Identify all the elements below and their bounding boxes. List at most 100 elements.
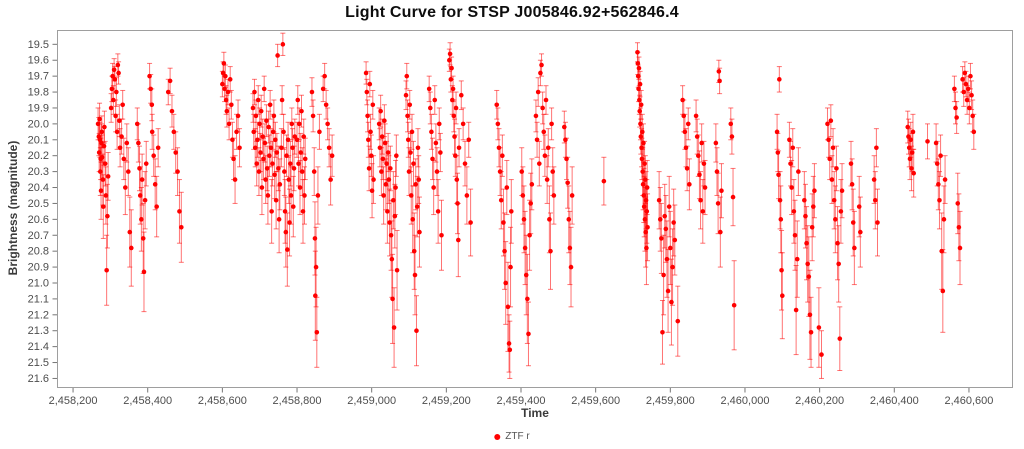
data-point [323, 102, 329, 108]
plot-border [57, 30, 1013, 388]
data-point [383, 182, 389, 187]
y-tick-label: 20.7 [28, 230, 49, 242]
data-point [235, 113, 241, 119]
data-point [116, 70, 121, 76]
data-point [384, 161, 389, 166]
x-tick-label: 2,458,800 [273, 395, 322, 407]
data-point [411, 161, 416, 166]
data-point [224, 108, 230, 114]
data-point [277, 182, 283, 187]
data-point [299, 108, 304, 114]
data-point [942, 177, 948, 182]
data-point [955, 201, 961, 206]
data-point [262, 140, 268, 146]
data-point [507, 347, 513, 353]
data-point [535, 89, 541, 95]
data-point [534, 137, 540, 143]
data-point [302, 156, 308, 162]
data-point [267, 153, 272, 158]
data-point [635, 49, 640, 55]
data-point [787, 137, 792, 143]
data-point [697, 172, 702, 178]
data-point [850, 220, 856, 225]
data-point [410, 217, 416, 222]
x-tick-label: 2,459,200 [422, 395, 471, 407]
data-point [254, 161, 260, 166]
data-point [788, 161, 793, 166]
data-point [502, 248, 507, 254]
data-point [222, 86, 227, 92]
data-point [119, 134, 124, 139]
x-tick-label: 2,459,400 [497, 395, 546, 407]
data-point [496, 145, 502, 151]
data-point [702, 185, 708, 190]
data-point [794, 256, 800, 262]
data-point [468, 220, 473, 225]
data-point [272, 172, 277, 178]
data-point [270, 129, 276, 135]
data-point [450, 86, 456, 92]
data-point [258, 150, 263, 155]
data-point [451, 113, 457, 119]
data-point [328, 177, 333, 182]
data-point [301, 134, 307, 139]
data-point [641, 193, 647, 198]
data-point [312, 236, 318, 241]
data-point [547, 217, 552, 222]
data-point [291, 166, 297, 171]
x-tick-label: 2,460,600 [944, 395, 993, 407]
data-point [99, 140, 104, 146]
data-point [907, 156, 913, 162]
y-tick-label: 21.3 [28, 325, 49, 337]
data-point [453, 153, 458, 158]
data-point [315, 193, 321, 198]
data-point [716, 69, 722, 74]
data-point [271, 113, 277, 119]
data-point [910, 129, 916, 135]
data-point [117, 118, 122, 123]
data-point [660, 330, 665, 335]
data-point [657, 217, 663, 222]
data-point [297, 185, 303, 190]
data-point [408, 193, 414, 198]
data-point [134, 121, 140, 127]
data-point [875, 220, 880, 225]
data-point [220, 81, 225, 87]
data-point [136, 140, 141, 146]
data-point [700, 209, 706, 214]
y-tick-label: 20.2 [28, 150, 49, 162]
data-point [329, 153, 335, 158]
data-point [941, 217, 947, 222]
data-point [382, 118, 387, 123]
data-point [952, 86, 957, 92]
data-point [454, 177, 460, 182]
data-point [636, 86, 641, 92]
data-point [366, 137, 371, 143]
data-point [961, 89, 967, 95]
data-point [522, 245, 528, 251]
data-point [858, 229, 863, 235]
data-point [835, 240, 840, 246]
data-point [538, 70, 543, 76]
data-point [694, 134, 700, 139]
data-point [545, 145, 551, 151]
data-point [378, 108, 383, 114]
data-point [379, 169, 384, 174]
data-point [669, 299, 674, 305]
data-point [292, 134, 298, 139]
data-point [102, 161, 108, 166]
data-point [282, 209, 288, 214]
data-point [284, 153, 289, 158]
data-point [226, 121, 232, 127]
data-point [684, 166, 690, 171]
data-point [906, 145, 912, 151]
data-point [675, 318, 681, 324]
data-point [380, 156, 386, 162]
data-point [105, 174, 111, 179]
data-point [453, 105, 459, 111]
data-point [264, 166, 270, 171]
data-point [139, 177, 145, 182]
data-point [856, 204, 862, 209]
data-point [638, 134, 644, 139]
data-point [804, 240, 809, 246]
